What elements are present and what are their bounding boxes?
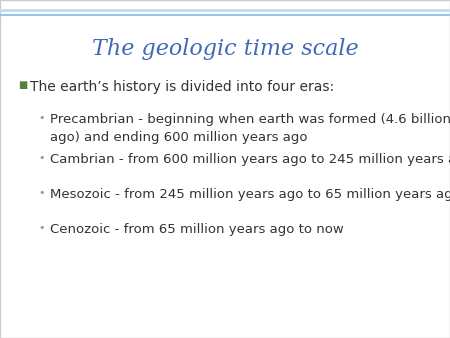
Text: •: • [38, 188, 45, 198]
Text: Mesozoic - from 245 million years ago to 65 million years ago: Mesozoic - from 245 million years ago to… [50, 188, 450, 201]
Text: ■: ■ [18, 80, 27, 90]
Text: •: • [38, 113, 45, 123]
Text: Cenozoic - from 65 million years ago to now: Cenozoic - from 65 million years ago to … [50, 223, 344, 236]
Text: The geologic time scale: The geologic time scale [92, 38, 358, 60]
Text: The earth’s history is divided into four eras:: The earth’s history is divided into four… [30, 80, 334, 94]
Text: •: • [38, 153, 45, 163]
Text: •: • [38, 223, 45, 233]
Text: Cambrian - from 600 million years ago to 245 million years ago: Cambrian - from 600 million years ago to… [50, 153, 450, 166]
Text: Precambrian - beginning when earth was formed (4.6 billion years
ago) and ending: Precambrian - beginning when earth was f… [50, 113, 450, 144]
